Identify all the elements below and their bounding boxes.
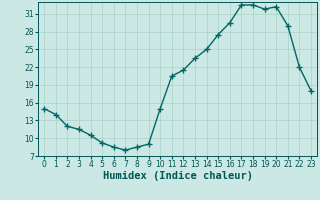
X-axis label: Humidex (Indice chaleur): Humidex (Indice chaleur) [103, 171, 252, 181]
